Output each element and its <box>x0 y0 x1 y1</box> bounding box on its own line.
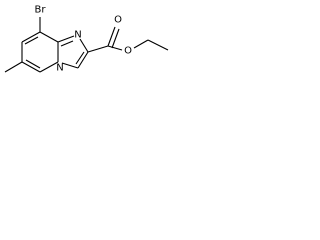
molecule: Br N N O O <box>4 5 169 74</box>
bond <box>39 31 59 43</box>
bond <box>57 35 75 43</box>
bond <box>25 59 41 69</box>
bond <box>24 36 39 45</box>
bond <box>21 31 41 43</box>
bond <box>107 45 123 51</box>
bond <box>60 40 74 47</box>
atom-label: Br <box>35 5 47 16</box>
bond <box>107 26 116 47</box>
atom-label: N <box>56 63 63 74</box>
bond <box>75 51 85 65</box>
atom-label: O <box>114 15 122 26</box>
bond <box>133 39 149 49</box>
atom-label: O <box>124 46 132 57</box>
bond <box>111 28 120 49</box>
bond <box>61 62 79 69</box>
bonds <box>4 17 169 73</box>
bond <box>21 61 41 73</box>
bond <box>39 61 59 73</box>
atom-label: N <box>74 30 81 41</box>
bond <box>4 61 23 73</box>
bond <box>79 38 89 53</box>
bond <box>147 39 169 51</box>
page: Br N N O O (() => { const data = JSON.pa… <box>0 0 320 97</box>
bond <box>87 45 109 53</box>
bond <box>77 51 89 69</box>
